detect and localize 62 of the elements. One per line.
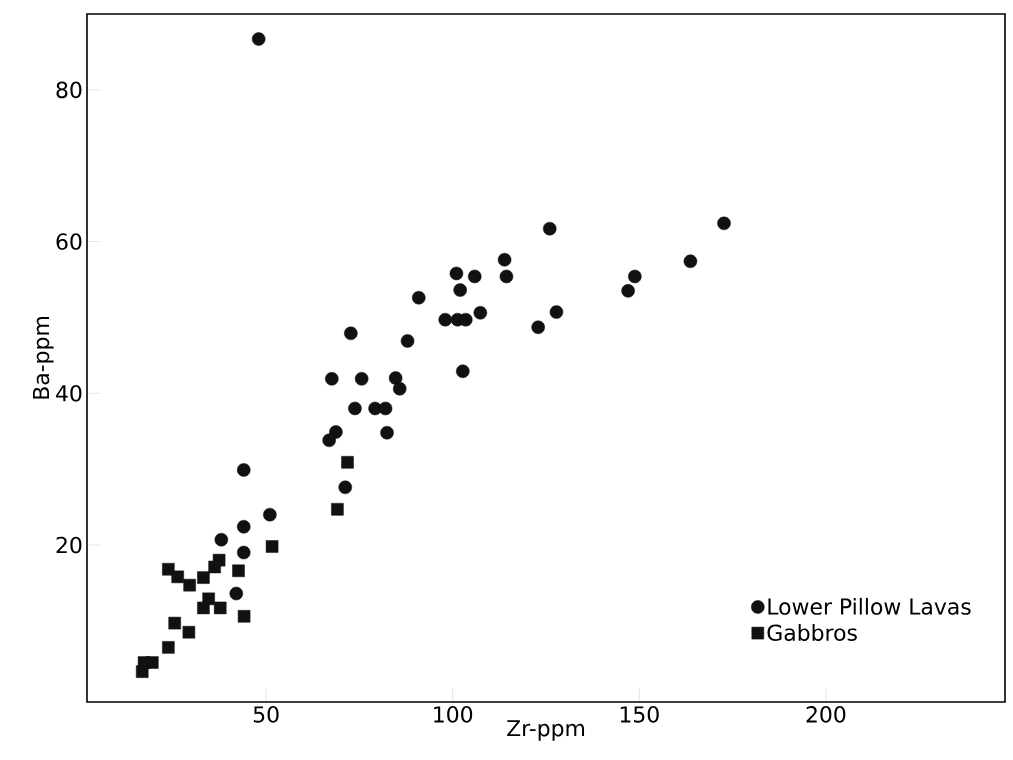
point bbox=[348, 401, 362, 416]
point bbox=[162, 641, 175, 654]
point bbox=[214, 532, 229, 547]
point bbox=[354, 372, 369, 386]
point bbox=[229, 586, 244, 601]
point bbox=[459, 312, 473, 327]
y-axis-title: Ba-ppm bbox=[33, 317, 54, 399]
y-tick-label: 80 bbox=[56, 81, 82, 99]
x-tick-label: 50 bbox=[253, 706, 279, 723]
point bbox=[265, 540, 279, 553]
point bbox=[197, 571, 210, 584]
point bbox=[380, 425, 394, 440]
point bbox=[456, 364, 470, 379]
point bbox=[717, 216, 731, 231]
point bbox=[400, 334, 415, 348]
point bbox=[531, 320, 545, 335]
point bbox=[412, 290, 426, 305]
point bbox=[171, 570, 184, 584]
point bbox=[438, 312, 452, 327]
point bbox=[168, 616, 181, 630]
point bbox=[263, 507, 277, 522]
point bbox=[251, 32, 266, 46]
point bbox=[683, 254, 698, 269]
point bbox=[236, 520, 251, 534]
point bbox=[135, 665, 149, 678]
point bbox=[325, 372, 339, 386]
point bbox=[499, 269, 514, 284]
point bbox=[182, 625, 196, 639]
point bbox=[344, 326, 358, 341]
point bbox=[331, 503, 344, 516]
y-tick-label: 40 bbox=[56, 384, 82, 402]
x-axis-title: Zr-ppm bbox=[507, 720, 585, 741]
point bbox=[549, 305, 564, 319]
point bbox=[236, 545, 251, 560]
point bbox=[212, 553, 226, 567]
y-tick-label: 60 bbox=[56, 233, 82, 250]
point bbox=[473, 306, 488, 320]
point bbox=[237, 610, 251, 623]
point bbox=[183, 578, 196, 592]
x-tick-label: 150 bbox=[620, 706, 659, 723]
point bbox=[236, 463, 251, 477]
y-tick-label: 20 bbox=[56, 536, 82, 554]
point bbox=[449, 266, 464, 281]
point bbox=[467, 269, 482, 284]
point bbox=[197, 601, 210, 615]
point bbox=[388, 371, 403, 385]
point bbox=[338, 480, 352, 495]
point bbox=[628, 269, 642, 284]
point bbox=[542, 221, 557, 236]
legend-label: Lower Pillow Lavas bbox=[768, 597, 971, 615]
x-tick-label: 200 bbox=[806, 706, 846, 723]
point bbox=[621, 284, 635, 298]
point bbox=[497, 253, 512, 267]
legend-label: Gabbros bbox=[767, 624, 857, 641]
x-tick-label: 100 bbox=[434, 706, 473, 723]
point bbox=[378, 401, 393, 416]
point bbox=[341, 456, 354, 469]
point bbox=[322, 433, 336, 448]
point bbox=[392, 381, 407, 396]
point bbox=[453, 283, 467, 297]
point bbox=[213, 601, 227, 615]
point bbox=[232, 564, 245, 578]
